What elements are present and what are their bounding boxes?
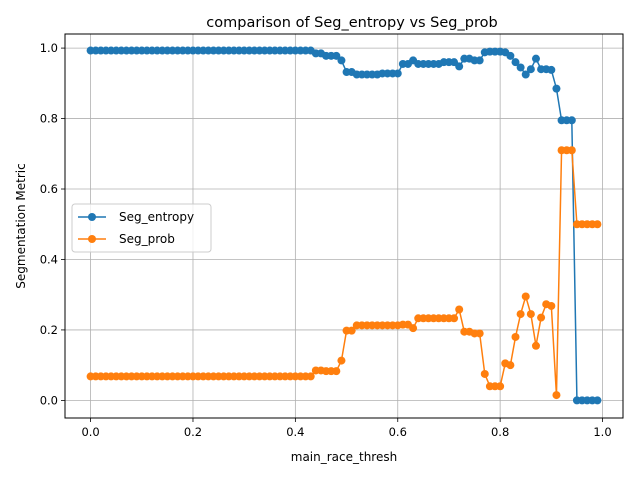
y-tick-label: 1.0 <box>40 41 58 55</box>
data-point <box>409 324 418 333</box>
data-point <box>337 56 346 65</box>
chart-title: comparison of Seg_entropy vs Seg_prob <box>206 15 497 31</box>
data-point <box>547 301 556 310</box>
data-point <box>593 396 602 405</box>
data-point <box>306 372 315 381</box>
data-point <box>511 332 520 341</box>
data-point <box>475 329 484 338</box>
data-point <box>337 356 346 365</box>
data-point <box>332 367 341 376</box>
legend-label: Seg_prob <box>119 232 175 246</box>
x-ticks: 0.0 0.2 0.4 0.6 0.8 1.0 <box>81 418 612 439</box>
x-axis-label: main_race_thresh <box>291 450 397 464</box>
legend-marker <box>88 213 96 221</box>
series-layer <box>86 46 602 405</box>
data-point <box>547 65 556 74</box>
legend-label: Seg_entropy <box>119 210 194 224</box>
x-tick-label: 0.8 <box>491 425 509 439</box>
data-point <box>332 51 341 60</box>
data-point <box>506 51 515 60</box>
data-point <box>511 58 520 67</box>
data-point <box>516 63 525 72</box>
data-point <box>567 146 576 155</box>
legend-item: Seg_prob <box>78 232 175 246</box>
series-seg-entropy <box>86 46 602 405</box>
data-point <box>393 69 402 78</box>
data-point <box>475 56 484 65</box>
legend-item: Seg_entropy <box>78 210 194 224</box>
data-point <box>450 314 459 323</box>
data-point <box>552 391 561 400</box>
data-point <box>552 84 561 93</box>
data-point <box>455 62 464 71</box>
data-point <box>521 292 530 301</box>
data-point <box>496 382 505 391</box>
data-point <box>531 54 540 63</box>
y-tick-label: 0.4 <box>40 252 58 266</box>
x-tick-label: 0.0 <box>81 425 99 439</box>
x-tick-label: 0.4 <box>286 425 304 439</box>
y-tick-label: 0.6 <box>40 182 58 196</box>
y-tick-label: 0.2 <box>40 323 58 337</box>
data-point <box>455 305 464 314</box>
data-point <box>480 369 489 378</box>
data-point <box>506 361 515 370</box>
data-point <box>347 326 356 335</box>
plot-frame <box>64 33 624 419</box>
data-point <box>526 310 535 319</box>
legend: Seg_entropy Seg_prob <box>71 203 212 253</box>
x-tick-label: 0.6 <box>389 425 407 439</box>
data-point <box>531 341 540 350</box>
x-tick-label: 0.2 <box>184 425 202 439</box>
y-tick-label: 0.0 <box>40 393 58 407</box>
legend-box <box>71 203 212 253</box>
y-axis-label: Segmentation Metric <box>14 163 28 288</box>
series-seg-prob <box>86 146 602 400</box>
y-ticks: 0.0 0.2 0.4 0.6 0.8 1.0 <box>40 41 65 407</box>
data-point <box>537 313 546 322</box>
x-tick-label: 1.0 <box>593 425 611 439</box>
data-point <box>593 220 602 229</box>
data-point <box>567 116 576 125</box>
data-point <box>521 70 530 79</box>
data-point <box>526 65 535 74</box>
legend-marker <box>88 235 96 243</box>
y-tick-label: 0.8 <box>40 112 58 126</box>
data-point <box>516 310 525 319</box>
